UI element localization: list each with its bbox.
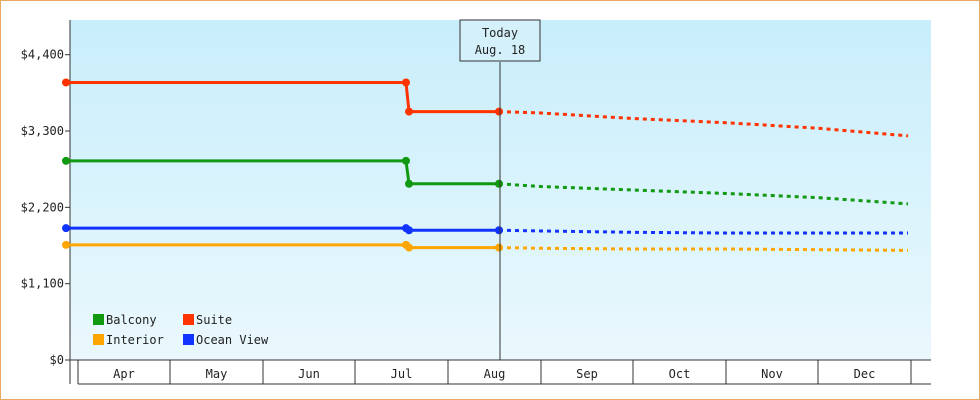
legend: Balcony Suite Interior Ocean View	[93, 313, 269, 347]
y-tick-label: $0	[50, 353, 64, 367]
series-forecast-line	[498, 246, 909, 252]
series-forecast-line	[498, 228, 908, 235]
series-actual-line	[66, 159, 499, 186]
x-tick-label: Jun	[298, 367, 320, 381]
data-point	[405, 243, 413, 252]
today-box	[459, 19, 541, 62]
data-point	[405, 226, 413, 235]
series-actual-line	[66, 80, 499, 114]
x-tick-label: Aug	[484, 367, 506, 381]
data-point	[405, 179, 413, 188]
data-point	[62, 240, 70, 249]
data-point	[405, 107, 413, 116]
y-tick-label: $2,200	[21, 200, 64, 214]
y-axis: $0 $1,100 $2,200 $3,300 $4,400	[21, 20, 71, 384]
today-label: Today	[482, 26, 518, 40]
data-point	[62, 224, 70, 233]
series-interior	[62, 240, 909, 252]
legend-swatch	[183, 314, 194, 325]
data-point	[495, 107, 503, 116]
y-tick-label: $4,400	[21, 48, 64, 62]
legend-item: Balcony	[93, 313, 157, 327]
data-point	[62, 78, 70, 87]
x-tick-label: Jul	[391, 367, 413, 381]
series-suite	[62, 78, 909, 138]
series-forecast-line	[498, 110, 909, 138]
legend-item: Interior	[93, 333, 164, 347]
x-tick-label: Dec	[854, 367, 876, 381]
legend-item: Suite	[183, 313, 232, 327]
data-point	[402, 156, 410, 165]
x-tick-label: Oct	[669, 367, 691, 381]
today-date: Aug. 18	[475, 43, 526, 57]
x-axis: Apr May Jun Jul Aug Sep Oct Nov Dec	[70, 359, 931, 385]
y-tick-label: $3,300	[21, 124, 64, 138]
x-tick-label: Nov	[761, 367, 783, 381]
series-forecast-line	[498, 182, 909, 206]
data-point	[62, 156, 70, 165]
series-ocean-view	[62, 224, 908, 235]
legend-item: Ocean View	[183, 333, 269, 347]
data-point	[495, 226, 503, 235]
legend-label: Suite	[196, 313, 232, 327]
y-tick-label: $1,100	[21, 277, 64, 291]
x-tick-label: Apr	[113, 367, 135, 381]
x-tick-label: Sep	[576, 367, 598, 381]
legend-swatch	[93, 334, 104, 345]
today-marker: Today Aug. 18	[459, 19, 541, 360]
legend-label: Balcony	[106, 313, 157, 327]
data-point	[495, 243, 503, 252]
legend-swatch	[183, 334, 194, 345]
series-balcony	[62, 156, 909, 206]
data-point	[495, 179, 503, 188]
legend-label: Interior	[106, 333, 164, 347]
data-point	[402, 78, 410, 87]
x-tick-label: May	[206, 367, 228, 381]
legend-swatch	[93, 314, 104, 325]
series-layer	[62, 78, 909, 252]
legend-label: Ocean View	[196, 333, 269, 347]
